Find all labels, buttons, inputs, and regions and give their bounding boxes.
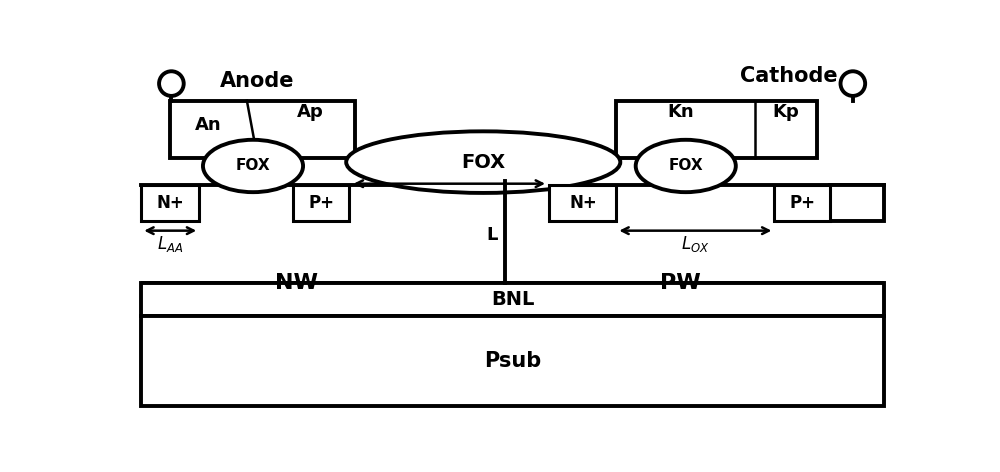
Bar <box>170 101 355 158</box>
Text: FOX: FOX <box>668 159 703 174</box>
Ellipse shape <box>636 140 736 192</box>
Text: L: L <box>486 226 498 244</box>
Bar <box>141 185 199 221</box>
Text: FOX: FOX <box>236 159 270 174</box>
Bar <box>616 101 817 158</box>
Text: Kn: Kn <box>667 103 694 121</box>
Text: N+: N+ <box>569 194 597 212</box>
Text: NW: NW <box>275 273 318 293</box>
Ellipse shape <box>346 131 620 193</box>
Bar <box>141 316 884 406</box>
Text: Cathode: Cathode <box>740 66 837 86</box>
Text: $L_{AA}$: $L_{AA}$ <box>157 234 183 254</box>
Text: Kp: Kp <box>772 103 799 121</box>
Text: $L_{OX}$: $L_{OX}$ <box>681 234 710 254</box>
Text: Anode: Anode <box>220 71 294 91</box>
Bar <box>549 185 616 221</box>
Text: N+: N+ <box>156 194 184 212</box>
Bar <box>293 185 349 221</box>
Circle shape <box>841 71 865 96</box>
Text: Ap: Ap <box>297 103 324 121</box>
Ellipse shape <box>203 140 303 192</box>
Bar <box>141 283 884 316</box>
Text: P+: P+ <box>308 194 334 212</box>
Bar <box>774 185 830 221</box>
Text: FOX: FOX <box>461 152 505 172</box>
Text: P+: P+ <box>789 194 815 212</box>
Bar <box>830 185 884 221</box>
Text: An: An <box>195 116 222 134</box>
Circle shape <box>159 71 184 96</box>
Text: Psub: Psub <box>484 351 541 371</box>
Text: BNL: BNL <box>491 290 534 309</box>
Text: PW: PW <box>660 273 701 293</box>
